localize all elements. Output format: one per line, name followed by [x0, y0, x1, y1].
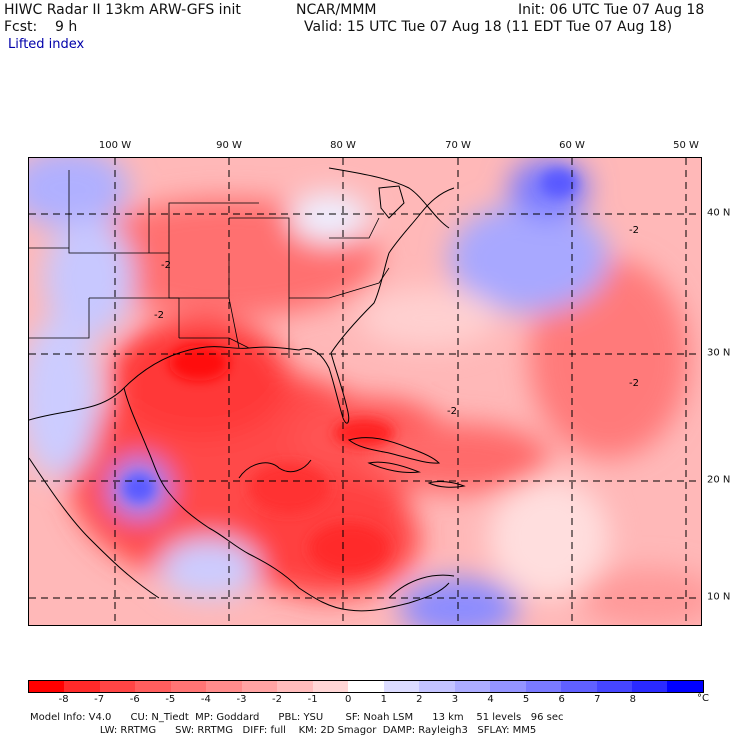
- colorbar-tick-label: 3: [451, 694, 459, 705]
- colorbar-segment: [277, 681, 313, 692]
- coastlines: [29, 167, 466, 612]
- colorbar-segment: [631, 681, 668, 692]
- lat-lon-grid: [29, 158, 701, 625]
- init-time: Init: 06 UTC Tue 07 Aug 18: [518, 2, 705, 18]
- colorbar: [28, 680, 704, 693]
- colorbar-tick-label: 0: [345, 694, 352, 705]
- colorbar-segment: [99, 681, 136, 692]
- colorbar-segment: [561, 681, 597, 692]
- colorbar-tick-label: 8: [629, 694, 637, 705]
- colorbar-tick-label: 4: [487, 694, 494, 705]
- colorbar-tick-label: 5: [522, 694, 530, 705]
- colorbar-tick-label: -4: [200, 694, 211, 705]
- lon-label: 70 W: [445, 140, 471, 151]
- colorbar-tick-label: -5: [165, 694, 176, 705]
- contour-label: -2: [447, 406, 457, 417]
- colorbar-segment: [206, 681, 242, 692]
- contour-labels: -2 -2 -2 -2 -2: [154, 225, 639, 417]
- colorbar-tick-label: -1: [307, 694, 318, 705]
- field-name: Lifted index: [8, 37, 85, 52]
- colorbar-tick-label: -2: [272, 694, 283, 705]
- colorbar-segment: [667, 681, 703, 692]
- colorbar-tick-label: 1: [380, 694, 387, 705]
- map-canvas: -2 -2 -2 -2 -2: [29, 158, 701, 625]
- contour-label: -2: [154, 310, 164, 321]
- lon-label: 60 W: [559, 140, 585, 151]
- colorbar-segment: [135, 681, 171, 692]
- contour-label: -2: [629, 225, 639, 236]
- contour-label: -2: [161, 260, 171, 271]
- lat-label: 40 N: [707, 207, 731, 219]
- valid-time: Valid: 15 UTC Tue 07 Aug 18 (11 EDT Tue …: [304, 19, 673, 35]
- org-label: NCAR/MMM: [296, 2, 377, 18]
- colorbar-unit: °C: [697, 693, 709, 704]
- colorbar-segment: [29, 681, 65, 692]
- lon-label: 90 W: [216, 140, 242, 151]
- colorbar-segment: [348, 681, 384, 692]
- model-info-line1: Model Info: V4.0 CU: N_Tiedt MP: Goddard…: [30, 712, 564, 723]
- colorbar-tick-label: -6: [129, 694, 140, 705]
- lifted-index-map: -2 -2 -2 -2 -2: [28, 157, 702, 626]
- colorbar-tick-label: -8: [58, 694, 69, 705]
- lat-label: 30 N: [707, 347, 731, 359]
- colorbar-tick-label: -3: [236, 694, 247, 705]
- colorbar-segment: [170, 681, 207, 692]
- contour-label: -2: [629, 378, 639, 389]
- colorbar-segment: [596, 681, 632, 692]
- colorbar-segment: [312, 681, 349, 692]
- colorbar-tick-label: 7: [594, 694, 601, 705]
- colorbar-segment: [454, 681, 491, 692]
- model-info-line2: LW: RRTMG SW: RRTMG DIFF: full KM: 2D Sm…: [30, 725, 537, 736]
- lon-label: 100 W: [98, 140, 132, 151]
- lon-label: 50 W: [673, 140, 699, 151]
- colorbar-segment: [419, 681, 455, 692]
- model-title: HIWC Radar II 13km ARW-GFS init: [4, 2, 241, 18]
- colorbar-tick-label: -7: [94, 694, 105, 705]
- field-cores: [123, 169, 577, 573]
- colorbar-tick-label: 2: [416, 694, 423, 705]
- lat-label: 20 N: [707, 474, 731, 486]
- lat-label: 10 N: [707, 591, 731, 603]
- colorbar-segment: [241, 681, 278, 692]
- colorbar-segment: [383, 681, 420, 692]
- colorbar-segment: [525, 681, 562, 692]
- colorbar-tick-label: 6: [558, 694, 565, 705]
- colorbar-segment: [64, 681, 100, 692]
- forecast-hour: Fcst: 9 h: [4, 19, 78, 35]
- colorbar-segment: [490, 681, 526, 692]
- lon-label: 80 W: [330, 140, 356, 151]
